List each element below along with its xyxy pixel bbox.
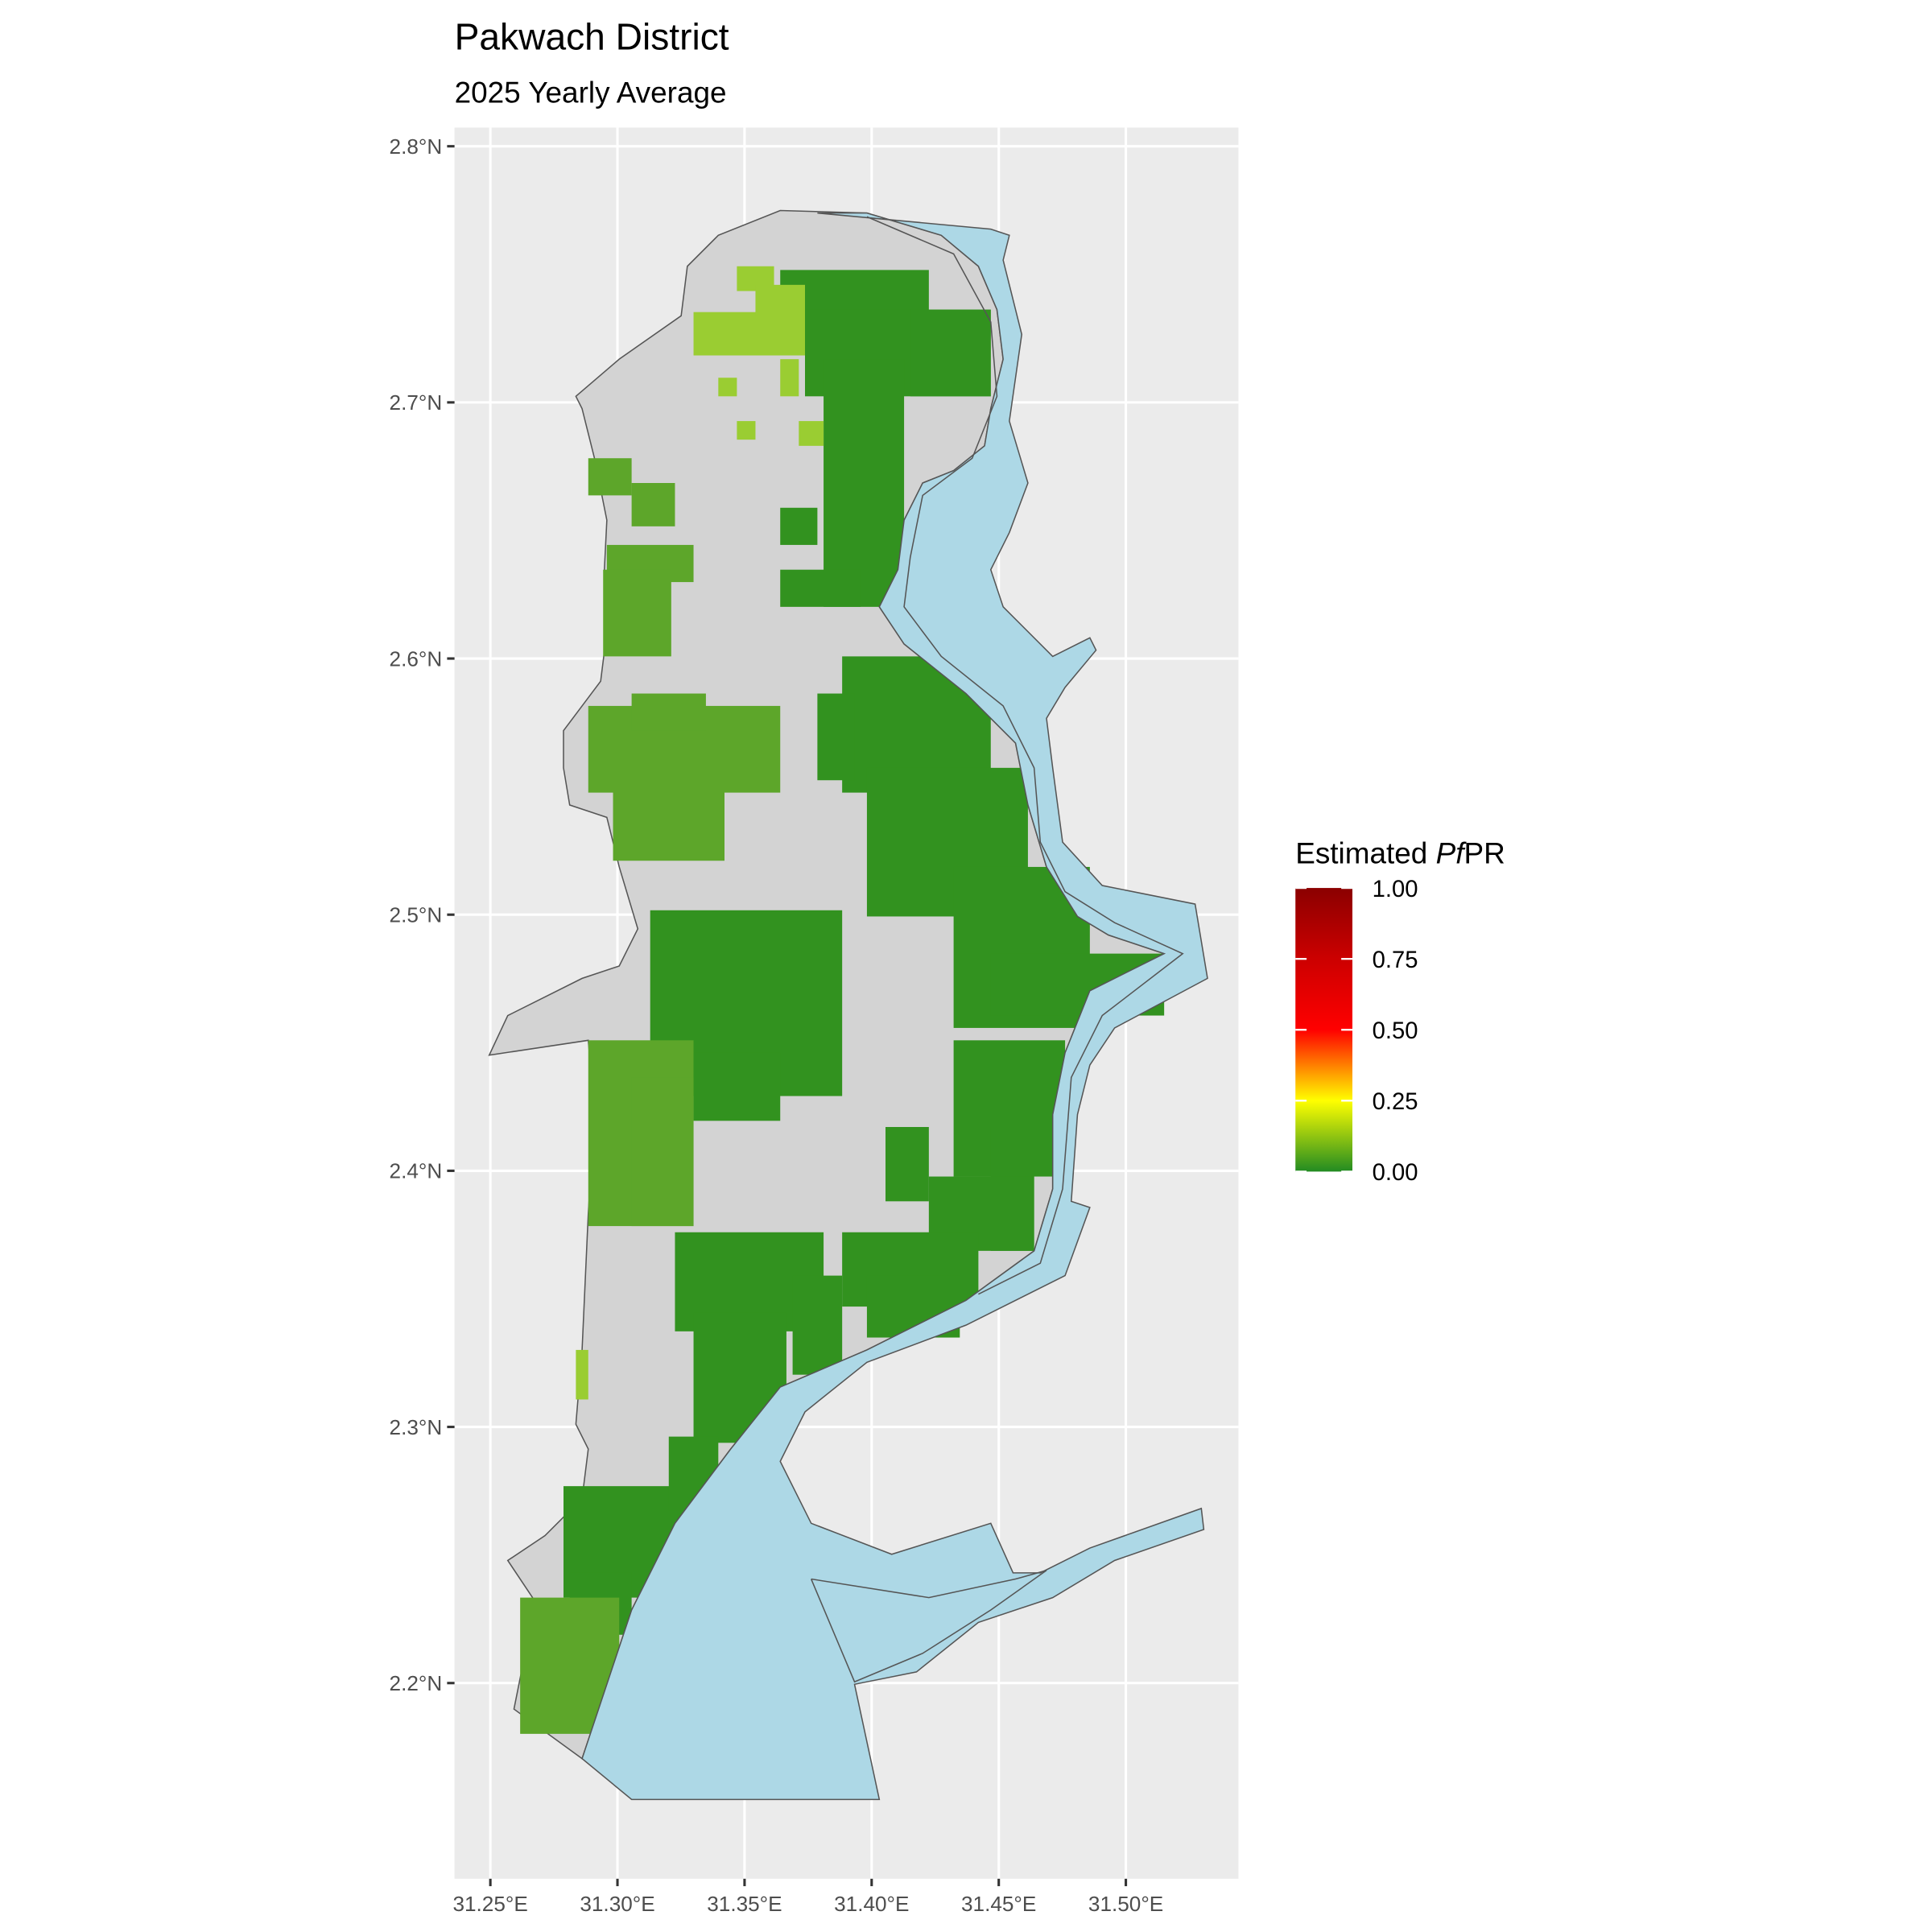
river-channel — [866, 216, 1184, 1295]
raster-cell — [631, 483, 675, 526]
legend: Estimated PfPR 0.00 0.25 0.50 0.75 1.00 — [1295, 836, 1505, 1186]
raster-cell — [576, 1349, 588, 1400]
raster-cell — [718, 378, 737, 397]
raster-cell — [799, 421, 824, 446]
x-tick-label: 31.45°E — [961, 1892, 1036, 1916]
y-tick-label: 2.4°N — [390, 1159, 443, 1183]
x-tick-label: 31.40°E — [834, 1892, 909, 1916]
legend-tick-label: 0.00 — [1373, 1160, 1418, 1186]
raster-cell — [792, 1275, 843, 1375]
legend-title: Estimated PfPR — [1295, 836, 1505, 869]
raster-cell — [588, 458, 632, 496]
x-tick-label: 31.35°E — [707, 1892, 782, 1916]
legend-tick-label: 1.00 — [1373, 877, 1418, 902]
y-tick-label: 2.2°N — [390, 1671, 443, 1695]
chart-subtitle: 2025 Yearly Average — [455, 76, 727, 109]
raster-cell — [631, 1077, 694, 1227]
legend-tick-label: 0.50 — [1373, 1018, 1418, 1044]
raster-cell — [755, 284, 805, 316]
legend-title-text: Estimated — [1295, 836, 1435, 869]
raster-cell — [693, 312, 805, 356]
raster-cell — [780, 507, 818, 545]
legend-title-italic: Pf — [1436, 836, 1468, 869]
raster-cell — [817, 693, 855, 781]
y-tick-label: 2.3°N — [390, 1415, 443, 1439]
y-tick-label: 2.7°N — [390, 390, 443, 415]
raster-cell — [780, 569, 861, 607]
y-tick-label: 2.8°N — [390, 134, 443, 159]
raster-cell — [910, 309, 991, 397]
river — [581, 212, 1208, 1801]
raster-cell — [603, 569, 671, 657]
y-tick-label: 2.6°N — [390, 646, 443, 671]
y-tick-label: 2.5°N — [390, 902, 443, 927]
raster-cell — [780, 359, 799, 397]
river-island — [810, 1570, 1047, 1683]
x-tick-label: 31.50°E — [1088, 1892, 1163, 1916]
legend-tick-label: 0.25 — [1373, 1089, 1418, 1115]
raster-cell — [631, 693, 706, 731]
x-tick-label: 31.30°E — [580, 1892, 654, 1916]
x-tick-label: 31.25°E — [452, 1892, 527, 1916]
raster-cell — [737, 421, 756, 440]
raster-cell — [824, 359, 905, 607]
raster-cell — [613, 767, 724, 861]
legend-title-suffix: PR — [1463, 836, 1505, 869]
legend-tick-label: 0.75 — [1373, 947, 1418, 973]
raster-cell — [886, 1127, 929, 1202]
chart-title: Pakwach District — [455, 16, 729, 58]
raster-cell — [693, 1052, 781, 1121]
